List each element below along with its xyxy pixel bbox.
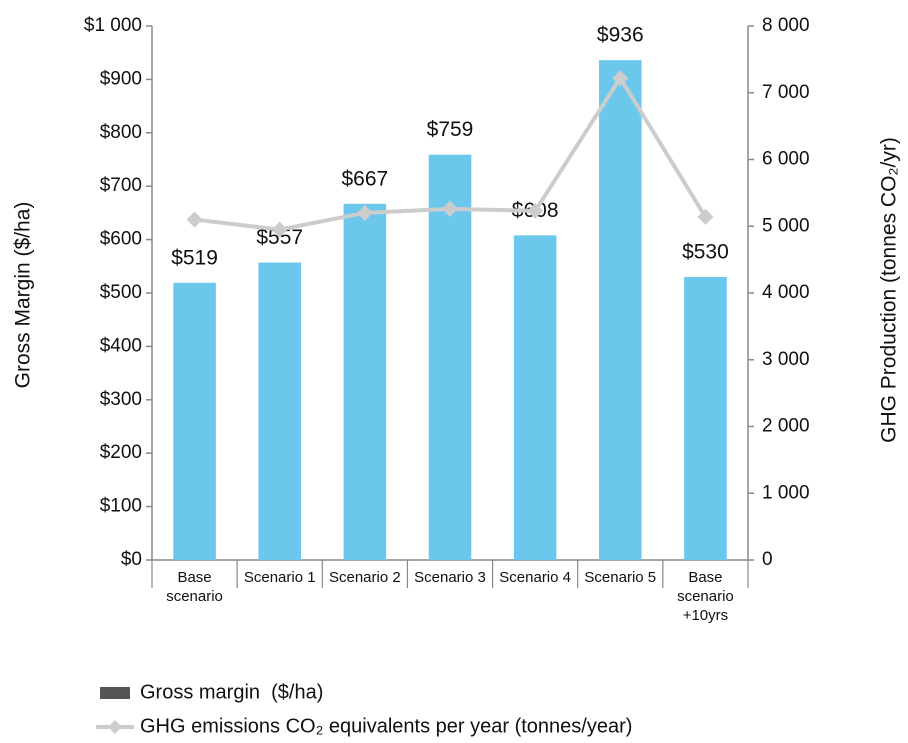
line-marker bbox=[271, 221, 288, 238]
value-label: $530 bbox=[682, 241, 729, 264]
y2-tick-label: 5 000 bbox=[762, 215, 810, 236]
y-axis-title: Gross Margin ($/ha) bbox=[12, 202, 35, 389]
y2-tick-label: 1 000 bbox=[762, 482, 810, 503]
value-label: $936 bbox=[597, 24, 644, 47]
bar bbox=[599, 60, 642, 561]
x-tick-label: Scenario 1 bbox=[243, 569, 316, 586]
y2-axis-title: GHG Production (tonnes CO₂/yr) bbox=[878, 137, 901, 443]
y2-tick-label: 3 000 bbox=[762, 349, 810, 370]
y2-tick-label: 4 000 bbox=[762, 282, 810, 303]
bar bbox=[513, 235, 557, 560]
x-tick-label: Base scenario bbox=[166, 569, 223, 605]
y-tick-label: $200 bbox=[100, 442, 142, 463]
y2-tick-label: 7 000 bbox=[762, 82, 810, 103]
line-marker bbox=[356, 204, 373, 221]
bar bbox=[258, 262, 301, 560]
legend-marker bbox=[108, 720, 122, 734]
y-tick-label: $900 bbox=[100, 68, 142, 89]
legend-label: Gross margin ($/ha) bbox=[140, 681, 323, 703]
y-tick-label: $400 bbox=[100, 335, 142, 356]
value-label: $759 bbox=[427, 118, 474, 141]
y2-tick-label: 2 000 bbox=[762, 416, 810, 437]
y-tick-label: $700 bbox=[100, 175, 142, 196]
y2-tick-label: 0 bbox=[762, 549, 773, 570]
bar bbox=[428, 154, 472, 560]
bar bbox=[684, 276, 727, 560]
y-tick-label: $500 bbox=[100, 282, 142, 303]
bar bbox=[343, 203, 387, 560]
x-tick-label: Base scenario +10yrs bbox=[677, 569, 734, 624]
value-label: $667 bbox=[341, 167, 388, 190]
x-tick-label: Scenario 2 bbox=[328, 569, 401, 586]
line-marker bbox=[186, 211, 203, 228]
y-tick-label: $1 000 bbox=[84, 15, 142, 36]
legend-swatch bbox=[100, 687, 130, 699]
value-label: $557 bbox=[256, 226, 303, 249]
y-tick-label: $300 bbox=[100, 389, 142, 410]
y-tick-label: $100 bbox=[100, 496, 142, 517]
line-marker bbox=[612, 70, 629, 87]
value-label: $519 bbox=[171, 246, 218, 269]
y2-tick-label: 6 000 bbox=[762, 149, 810, 170]
y-tick-label: $600 bbox=[100, 229, 142, 250]
x-tick-label: Scenario 3 bbox=[414, 569, 486, 586]
x-tick-label: Scenario 4 bbox=[499, 569, 571, 586]
x-tick-label: Scenario 5 bbox=[584, 569, 657, 586]
y-tick-label: $0 bbox=[121, 549, 142, 570]
y-tick-label: $800 bbox=[100, 122, 142, 143]
line-marker bbox=[527, 202, 544, 219]
legend-label: GHG emissions CO₂ equivalents per year (… bbox=[140, 715, 632, 737]
line-marker bbox=[697, 208, 714, 225]
bar bbox=[173, 282, 216, 560]
line-marker bbox=[442, 200, 458, 217]
y2-tick-label: 8 000 bbox=[762, 15, 810, 36]
